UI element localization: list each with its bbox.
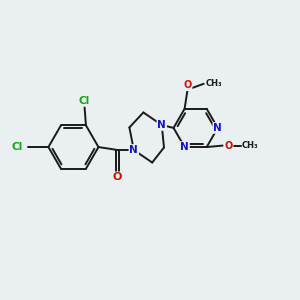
Text: CH₃: CH₃ [242, 141, 259, 150]
Text: Cl: Cl [79, 96, 90, 106]
Text: N: N [158, 120, 166, 130]
Text: CH₃: CH₃ [206, 79, 223, 88]
Text: N: N [180, 142, 189, 152]
Text: O: O [224, 141, 232, 151]
Text: O: O [183, 80, 192, 90]
Text: N: N [213, 123, 222, 133]
Text: N: N [129, 145, 138, 155]
Text: O: O [113, 172, 122, 182]
Text: Cl: Cl [11, 142, 22, 152]
